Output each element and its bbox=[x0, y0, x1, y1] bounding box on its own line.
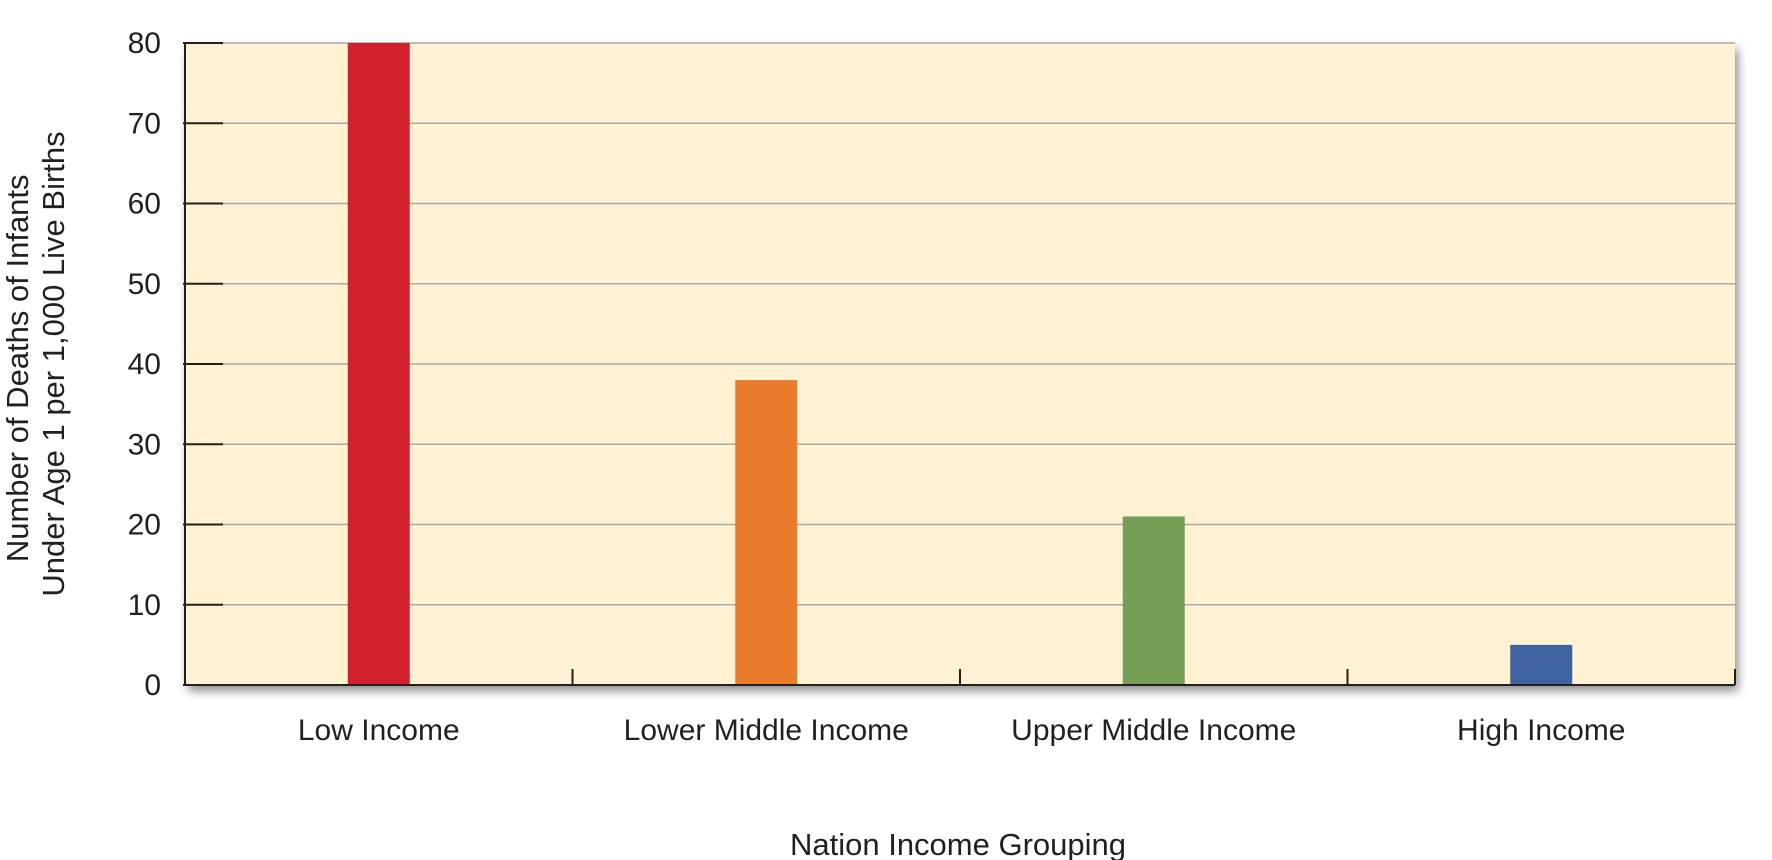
y-tick-label: 10 bbox=[128, 589, 161, 622]
x-axis-title: Nation Income Grouping bbox=[790, 827, 1126, 860]
y-tick-label: 70 bbox=[128, 107, 161, 140]
x-tick-label: Lower Middle Income bbox=[624, 714, 909, 747]
bar bbox=[1510, 644, 1573, 685]
bar bbox=[1122, 516, 1185, 685]
x-axis-ticks: Low Income Lower Middle Income Upper Middl… bbox=[184, 669, 1736, 747]
y-tick-label: 80 bbox=[128, 27, 161, 60]
y-tick-label: 40 bbox=[128, 348, 161, 381]
y-axis-title-line-2: Under Age 1 per 1,000 Live Births bbox=[36, 131, 71, 596]
bar bbox=[347, 43, 410, 685]
x-tick-label: High Income bbox=[1457, 714, 1625, 747]
y-axis-title-line-1: Number of Deaths of Infants bbox=[0, 174, 35, 562]
y-tick-label: 0 bbox=[144, 669, 161, 702]
y-tick-label: 20 bbox=[128, 509, 161, 542]
bar bbox=[735, 380, 798, 685]
y-tick-label: 30 bbox=[128, 428, 161, 461]
x-tick-label: Low Income bbox=[298, 714, 460, 747]
bars bbox=[347, 43, 1573, 685]
x-tick-label: Upper Middle Income bbox=[1011, 714, 1296, 747]
y-axis-ticks: 0 10 20 30 40 50 60 70 80 bbox=[128, 27, 223, 702]
y-axis-title: Number of Deaths of Infants Under Age 1 … bbox=[0, 131, 71, 596]
y-tick-label: 60 bbox=[128, 188, 161, 221]
y-tick-label: 50 bbox=[128, 268, 161, 301]
gridlines bbox=[185, 42, 1735, 606]
